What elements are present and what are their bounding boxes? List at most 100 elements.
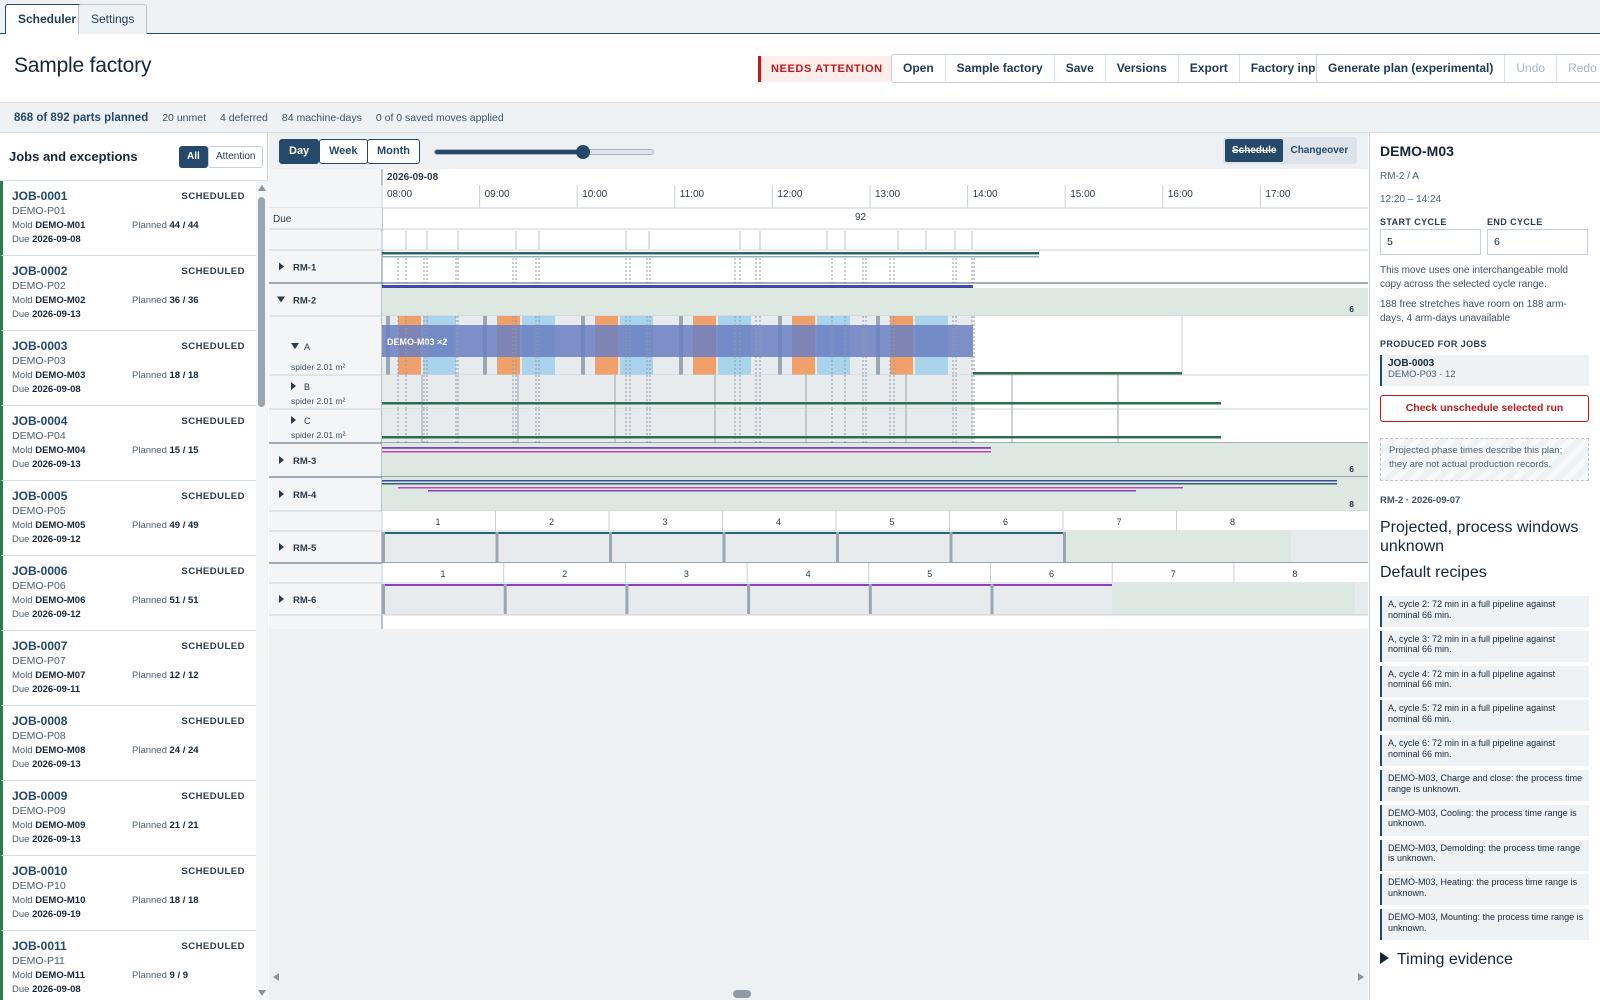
job-mold-line: Mold DEMO-M07 Planned 12 / 12 [12, 670, 256, 681]
job-status-badge: SCHEDULED [181, 716, 245, 727]
cycle-mount-block [990, 584, 994, 614]
job-mold: DEMO-M01 [35, 220, 86, 231]
redo-button[interactable]: Redo [1568, 61, 1597, 75]
recipe-item: DEMO-M03, Mounting: the process time ran… [1380, 909, 1589, 941]
job-card[interactable]: JOB-0007 SCHEDULED DEMO-P07 Mold DEMO-M07 Pl… [0, 631, 256, 706]
view-schedule-button[interactable]: Schedule [1225, 139, 1284, 162]
hour-label: 14:00 [973, 189, 998, 200]
cycle-number: 8 [1230, 517, 1235, 527]
job-card[interactable]: JOB-0009 SCHEDULED DEMO-P09 Mold DEMO-M09 Pl… [0, 781, 256, 856]
start-cycle-input[interactable] [1380, 229, 1481, 255]
scroll-up-icon[interactable] [258, 185, 266, 191]
rm4-line [398, 487, 1183, 489]
arm-spider: spider 2.01 m² [291, 430, 345, 440]
job-due-line: Due 2026-09-13 [12, 309, 256, 320]
job-list-scrollbar[interactable] [256, 181, 268, 1000]
arm-a-empty [973, 316, 1368, 375]
arm-line [382, 402, 1221, 405]
filter-attention[interactable]: Attention [208, 146, 264, 168]
export-button[interactable]: Export [1179, 55, 1240, 82]
cycle-number: 7 [1171, 569, 1176, 579]
cycle-number: 3 [684, 569, 689, 579]
job-card[interactable]: JOB-0003 SCHEDULED DEMO-P03 Mold DEMO-M03 Pl… [0, 331, 256, 406]
cycle-mount-block [495, 532, 499, 562]
planned-summary: 868 of 892 parts planned [14, 111, 149, 124]
scroll-down-icon[interactable] [258, 990, 266, 996]
gantt-chart[interactable]: 2026-09-08 08:00 09:00 10:00 11:00 12:00 13:00… [269, 169, 1368, 1000]
undo-button[interactable]: Undo [1505, 55, 1558, 82]
scroll-thumb[interactable] [258, 197, 265, 407]
job-card[interactable]: JOB-0004 SCHEDULED DEMO-P04 Mold DEMO-M04 Pl… [0, 406, 256, 481]
versions-button[interactable]: Versions [1106, 55, 1179, 82]
gantt-horizontal-scrollbar[interactable] [269, 986, 1368, 1000]
cycle-row [382, 511, 1368, 531]
range-month-button[interactable]: Month [367, 139, 420, 164]
mold-label: Mold [12, 745, 33, 756]
tab-settings[interactable]: Settings [78, 4, 148, 34]
job-status-badge: SCHEDULED [181, 941, 245, 952]
mold-label: Mold [12, 445, 33, 456]
job-card[interactable]: JOB-0001 SCHEDULED DEMO-P01 Mold DEMO-M01 Pl… [0, 181, 256, 256]
tab-scheduler[interactable]: Scheduler [5, 4, 90, 35]
job-card[interactable]: JOB-0010 SCHEDULED DEMO-P10 Mold DEMO-M10 Pl… [0, 856, 256, 931]
job-status-badge: SCHEDULED [181, 641, 245, 652]
job-mold: DEMO-M07 [35, 670, 86, 681]
zoom-knob[interactable] [576, 145, 591, 159]
planned-label: Planned [132, 595, 167, 606]
machine-label: RM-3 [293, 456, 316, 467]
arm-spider: spider 2.01 m² [291, 396, 345, 406]
collapse-caret-icon [277, 296, 285, 303]
job-due: 2026-09-11 [32, 684, 81, 695]
cycle-number: 6 [1003, 517, 1008, 527]
due-row-label-bg [269, 208, 382, 229]
job-mold: DEMO-M03 [35, 370, 86, 381]
machine-label: RM-2 [293, 296, 316, 307]
job-due-line: Due 2026-09-08 [12, 234, 256, 245]
save-button[interactable]: Save [1055, 55, 1106, 82]
job-card[interactable]: JOB-0005 SCHEDULED DEMO-P05 Mold DEMO-M05 Pl… [0, 481, 256, 556]
job-planned-value: 44 / 44 [169, 220, 199, 231]
job-status-badge: SCHEDULED [181, 566, 245, 577]
recipe-item: DEMO-M03, Heating: the process time rang… [1380, 874, 1589, 906]
recipe-item: A, cycle 2: 72 min in a full pipeline ag… [1380, 596, 1589, 627]
gantt-scroll-thumb[interactable] [733, 990, 751, 998]
cycle-number: 6 [1049, 569, 1054, 579]
timing-evidence-toggle[interactable]: Timing evidence [1380, 951, 1513, 969]
produced-job-id: JOB-0003 [1388, 358, 1435, 369]
sample-factory-button[interactable]: Sample factory [946, 55, 1055, 82]
range-week-button[interactable]: Week [319, 139, 368, 164]
factory-inputs-button[interactable]: Factory inputs [1250, 61, 1334, 75]
start-cycle-label: START CYCLE [1380, 217, 1447, 227]
cycle-mount-block [722, 532, 726, 562]
plan-summary-bar: 868 of 892 parts planned 20 unmet 4 defe… [0, 102, 1600, 133]
needs-attention-badge[interactable]: NEEDS ATTENTION [758, 56, 891, 82]
open-button[interactable]: Open [892, 55, 946, 82]
job-list[interactable]: JOB-0001 SCHEDULED DEMO-P01 Mold DEMO-M01 Pl… [0, 181, 256, 1000]
range-day-button[interactable]: Day [279, 139, 320, 164]
view-changeover-button[interactable]: Changeover [1290, 145, 1349, 156]
job-card[interactable]: JOB-0002 SCHEDULED DEMO-P02 Mold DEMO-M02 Pl… [0, 256, 256, 331]
job-due: 2026-09-19 [32, 909, 81, 920]
job-planned: Planned 24 / 24 [132, 745, 199, 756]
produced-job-card[interactable]: JOB-0003 DEMO-P03 · 12 [1380, 355, 1589, 386]
unschedule-button[interactable]: Check unschedule selected run [1380, 395, 1589, 422]
rm4-line [382, 483, 1337, 485]
zoom-slider[interactable] [434, 145, 654, 159]
job-mold-line: Mold DEMO-M05 Planned 49 / 49 [12, 520, 256, 531]
job-mold-line: Mold DEMO-M02 Planned 36 / 36 [12, 295, 256, 306]
generate-plan-button[interactable]: Generate plan (experimental) [1317, 55, 1506, 82]
end-cycle-label: END CYCLE [1487, 217, 1543, 227]
job-card[interactable]: JOB-0011 SCHEDULED DEMO-P11 Mold DEMO-M11 Pl… [0, 931, 256, 1000]
job-due-line: Due 2026-09-08 [12, 984, 256, 995]
end-cycle-input[interactable] [1487, 229, 1588, 255]
job-due: 2026-09-12 [32, 609, 81, 620]
move-note: This move uses one interchangeable mold … [1380, 265, 1568, 290]
job-id: JOB-0009 [12, 789, 68, 803]
expand-caret-icon [279, 490, 284, 498]
job-card[interactable]: JOB-0006 SCHEDULED DEMO-P06 Mold DEMO-M06 Pl… [0, 556, 256, 631]
zoom-fill [435, 150, 584, 154]
planned-label: Planned [132, 295, 167, 306]
job-card[interactable]: JOB-0008 SCHEDULED DEMO-P08 Mold DEMO-M08 Pl… [0, 706, 256, 781]
job-due-line: Due 2026-09-13 [12, 834, 256, 845]
filter-all[interactable]: All [179, 146, 208, 168]
